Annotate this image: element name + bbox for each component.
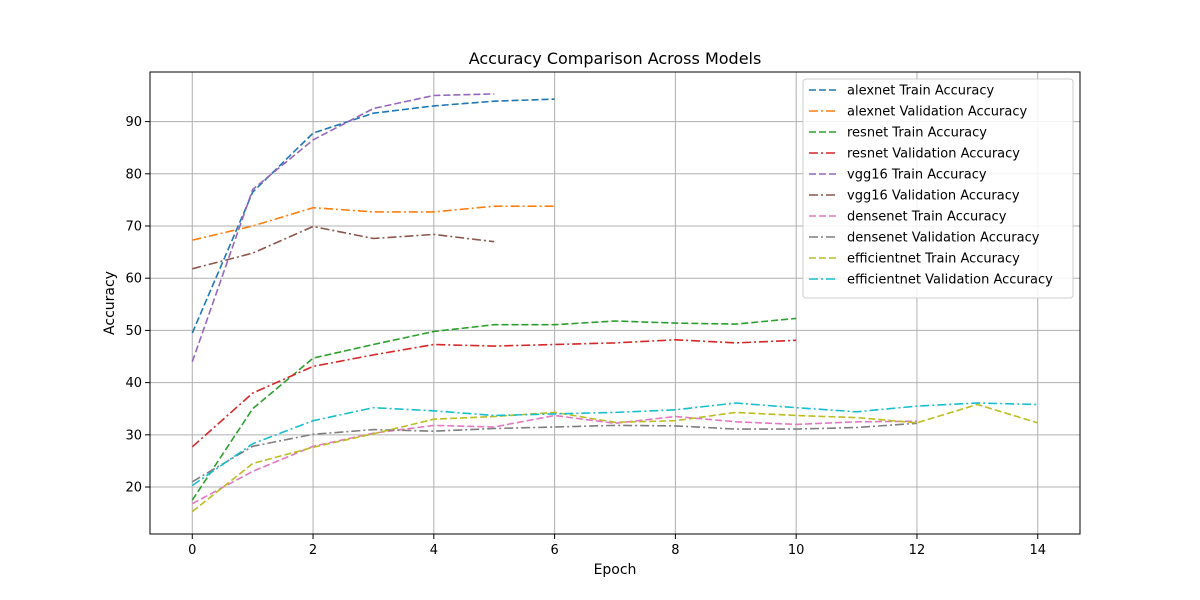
x-axis-label: Epoch (594, 562, 637, 578)
legend: alexnet Train Accuracy alexnet Validation… (802, 78, 1074, 299)
series-line-densenet-validation-accuracy (191, 422, 917, 483)
series-line-alexnet-validation-accuracy (192, 205, 555, 241)
y-tick-label: 60 (125, 272, 142, 287)
legend-entry: alexnet Train Accuracy (847, 84, 994, 99)
y-tick-label: 80 (125, 167, 142, 182)
y-tick-label: 50 (125, 324, 142, 339)
legend-entry: resnet Train Accuracy (847, 126, 987, 141)
series-line-efficientnet-train-accuracy (191, 403, 1038, 513)
y-axis-label: Accuracy (102, 271, 118, 335)
x-tick-label: 2 (309, 543, 317, 558)
series-line-efficientnet-validation-accuracy (191, 402, 1038, 487)
legend-entry: efficientnet Train Accuracy (847, 252, 1020, 267)
series-line-resnet-validation-accuracy (191, 338, 797, 448)
legend-entry: efficientnet Validation Accuracy (847, 273, 1053, 288)
legend-entry: vgg16 Train Accuracy (847, 168, 987, 183)
series-layer (191, 93, 1038, 513)
x-tick-label: 12 (909, 543, 926, 558)
series-line-densenet-train-accuracy (191, 414, 917, 505)
series-line-alexnet-train-accuracy (191, 98, 555, 334)
series-line-vgg16-train-accuracy (191, 93, 495, 362)
x-tick-label: 8 (671, 543, 679, 558)
legend-entry: densenet Validation Accuracy (847, 231, 1040, 246)
series-line-vgg16-validation-accuracy (192, 225, 495, 270)
ticks: 0 2 4 6 8 10 12 14 20 30 40 50 60 70 80 90 (125, 115, 1046, 558)
plot-frame (149, 71, 1081, 535)
legend-entry: vgg16 Validation Accuracy (847, 189, 1020, 204)
legend-entry: densenet Train Accuracy (847, 210, 1007, 225)
x-tick-label: 10 (788, 543, 805, 558)
legend-entry: alexnet Validation Accuracy (847, 105, 1027, 120)
x-tick-label: 0 (188, 543, 196, 558)
y-tick-label: 70 (125, 220, 142, 235)
y-tick-label: 30 (125, 428, 142, 443)
legend-entry: resnet Validation Accuracy (847, 147, 1020, 162)
x-tick-label: 4 (430, 543, 438, 558)
x-tick-label: 6 (550, 543, 558, 558)
x-tick-label: 14 (1029, 543, 1046, 558)
chart-title: Accuracy Comparison Across Models (469, 49, 762, 68)
legend-box (802, 78, 1074, 299)
y-tick-label: 20 (125, 481, 142, 496)
y-tick-label: 40 (125, 376, 142, 391)
y-tick-label: 90 (125, 115, 142, 130)
